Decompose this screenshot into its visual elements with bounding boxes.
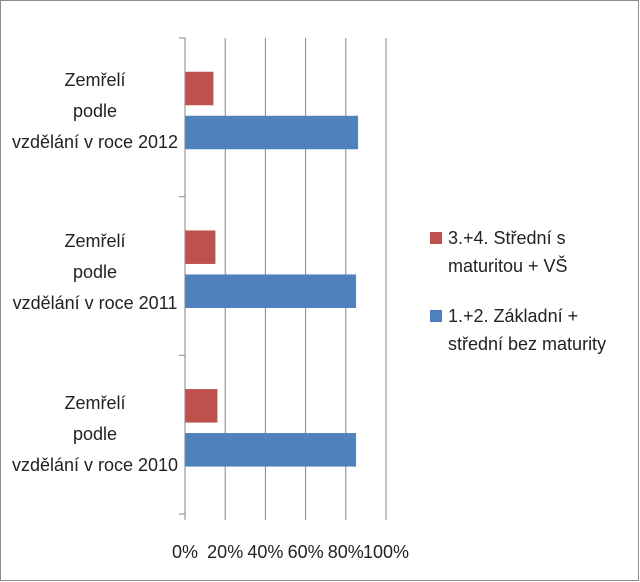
category-label-2010: Zemřelí podle vzdělání v roce 2010 [11,393,179,475]
category-label-2012: Zemřelí podle vzdělání v roce 2012 [11,70,179,152]
legend-label-maturita: 3.+4. Střední s maturitou + VŠ [448,228,568,276]
x-tick-label-5: 100% [363,542,409,562]
legend: 3.+4. Střední s maturitou + VŠ 1.+2. Zák… [430,224,630,380]
x-tick-label-1: 20% [207,542,243,562]
bar-zakladni-1 [184,274,357,308]
legend-swatch-blue [430,310,442,322]
x-tick-labels: 0% 20% 40% 60% 80% 100% [172,542,409,562]
bar-zakladni-2 [184,433,357,467]
bar-maturita-2 [184,389,218,423]
x-tick-label-0: 0% [172,542,198,562]
legend-swatch-red [430,232,442,244]
x-tick-label-2: 40% [247,542,283,562]
x-tick-label-4: 80% [328,542,364,562]
bar-zakladni-0 [184,115,359,150]
bar-maturita-0 [184,71,214,106]
category-label-2011: Zemřelí podle vzdělání v roce 2011 [12,231,178,313]
bars [184,71,359,467]
axes [179,37,387,520]
legend-item-zakladni: 1.+2. Základní + střední bez maturity [430,302,630,358]
bar-maturita-1 [184,230,216,264]
legend-item-maturita: 3.+4. Střední s maturitou + VŠ [430,224,630,280]
legend-label-zakladni: 1.+2. Základní + střední bez maturity [448,306,607,354]
x-tick-label-3: 60% [288,542,324,562]
